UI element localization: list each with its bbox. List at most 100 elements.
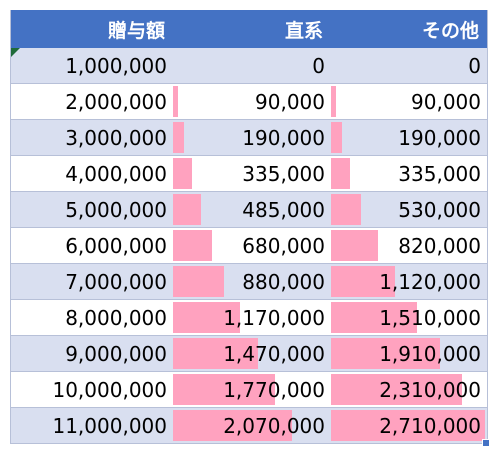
- cell-gift-amount[interactable]: 5,000,000: [11, 192, 173, 227]
- cell-gift-amount[interactable]: 11,000,000: [11, 408, 173, 443]
- cell-value: 1,000,000: [65, 53, 167, 78]
- cell-other[interactable]: 2,310,000: [331, 372, 487, 407]
- cell-gift-amount[interactable]: 9,000,000: [11, 336, 173, 371]
- table-row: 7,000,000 880,000 1,120,000: [11, 264, 487, 300]
- table-row: 4,000,000 335,000 335,000: [11, 156, 487, 192]
- cell-value: 190,000: [398, 125, 481, 150]
- cell-value: 2,000,000: [65, 89, 167, 114]
- table-row: 10,000,000 1,770,000 2,310,000: [11, 372, 487, 408]
- cell-other[interactable]: 2,710,000: [331, 408, 487, 443]
- cell-direct[interactable]: 1,170,000: [173, 300, 331, 335]
- cell-other[interactable]: 335,000: [331, 156, 487, 191]
- cell-value: 680,000: [242, 233, 325, 258]
- header-gift-amount[interactable]: 贈与額: [107, 19, 165, 42]
- cell-gift-amount[interactable]: 8,000,000: [11, 300, 173, 335]
- cell-gift-amount[interactable]: 6,000,000: [11, 228, 173, 263]
- cell-other[interactable]: 1,120,000: [331, 264, 487, 299]
- cell-direct[interactable]: 680,000: [173, 228, 331, 263]
- cell-direct[interactable]: 90,000: [173, 84, 331, 119]
- error-indicator-icon: [11, 48, 20, 57]
- data-bar: [331, 302, 417, 333]
- cell-value: 880,000: [242, 269, 325, 294]
- table-row: 11,000,000 2,070,000 2,710,000: [11, 408, 487, 444]
- cell-value: 2,070,000: [223, 413, 325, 438]
- cell-value: 1,770,000: [223, 377, 325, 402]
- cell-value: 530,000: [398, 197, 481, 222]
- cell-value: 90,000: [255, 89, 325, 114]
- cell-value: 5,000,000: [65, 197, 167, 222]
- fill-handle[interactable]: [482, 439, 490, 447]
- cell-gift-amount[interactable]: 2,000,000: [11, 84, 173, 119]
- cell-direct[interactable]: 0: [173, 48, 331, 83]
- cell-other[interactable]: 530,000: [331, 192, 487, 227]
- data-bar: [173, 122, 184, 153]
- data-bar: [173, 194, 201, 225]
- cell-other[interactable]: 1,910,000: [331, 336, 487, 371]
- data-bar: [173, 374, 275, 405]
- cell-value: 335,000: [242, 161, 325, 186]
- cell-value: 3,000,000: [65, 125, 167, 150]
- data-bar: [331, 266, 395, 297]
- cell-direct[interactable]: 2,070,000: [173, 408, 331, 443]
- cell-value: 1,510,000: [379, 305, 481, 330]
- data-bar: [331, 230, 378, 261]
- table-row: 1,000,000 0 0: [11, 48, 487, 84]
- cell-other[interactable]: 0: [331, 48, 487, 83]
- data-bar: [173, 86, 178, 117]
- cell-value: 9,000,000: [65, 341, 167, 366]
- cell-other[interactable]: 820,000: [331, 228, 487, 263]
- cell-other[interactable]: 190,000: [331, 120, 487, 155]
- header-other[interactable]: その他: [421, 19, 479, 42]
- cell-value: 8,000,000: [65, 305, 167, 330]
- cell-gift-amount[interactable]: 10,000,000: [11, 372, 173, 407]
- data-bar: [331, 158, 350, 189]
- cell-value: 485,000: [242, 197, 325, 222]
- cell-direct[interactable]: 190,000: [173, 120, 331, 155]
- cell-value: 820,000: [398, 233, 481, 258]
- table-row: 8,000,000 1,170,000 1,510,000: [11, 300, 487, 336]
- header-direct[interactable]: 直系: [284, 19, 323, 42]
- data-bar: [173, 266, 224, 297]
- data-bar: [331, 410, 485, 441]
- spreadsheet-table: 贈与額 直系 その他 1,000,000 0 0 2,000,000 90,000 90,…: [10, 10, 490, 447]
- cell-value: 11,000,000: [52, 413, 167, 438]
- cell-value: 4,000,000: [65, 161, 167, 186]
- cell-value: 7,000,000: [65, 269, 167, 294]
- cell-value: 90,000: [411, 89, 481, 114]
- cell-value: 1,470,000: [223, 341, 325, 366]
- cell-direct[interactable]: 1,770,000: [173, 372, 331, 407]
- table-row: 2,000,000 90,000 90,000: [11, 84, 487, 120]
- cell-value: 0: [468, 53, 481, 78]
- cell-gift-amount[interactable]: 1,000,000: [11, 48, 173, 83]
- cell-direct[interactable]: 880,000: [173, 264, 331, 299]
- data-bar: [173, 158, 192, 189]
- cell-gift-amount[interactable]: 4,000,000: [11, 156, 173, 191]
- cell-gift-amount[interactable]: 3,000,000: [11, 120, 173, 155]
- cell-direct[interactable]: 335,000: [173, 156, 331, 191]
- cell-value: 0: [312, 53, 325, 78]
- cell-other[interactable]: 90,000: [331, 84, 487, 119]
- cell-value: 1,170,000: [223, 305, 325, 330]
- cell-value: 2,310,000: [379, 377, 481, 402]
- table-row: 5,000,000 485,000 530,000: [11, 192, 487, 228]
- table-row: 9,000,000 1,470,000 1,910,000: [11, 336, 487, 372]
- cell-gift-amount[interactable]: 7,000,000: [11, 264, 173, 299]
- cell-other[interactable]: 1,510,000: [331, 300, 487, 335]
- cell-value: 1,120,000: [379, 269, 481, 294]
- data-bar: [173, 410, 292, 441]
- data-bar: [331, 86, 336, 117]
- data-bar: [331, 194, 361, 225]
- cell-value: 2,710,000: [379, 413, 481, 438]
- data-bar: [331, 338, 440, 369]
- table-row: 6,000,000 680,000 820,000: [11, 228, 487, 264]
- cell-direct[interactable]: 485,000: [173, 192, 331, 227]
- cell-value: 1,910,000: [379, 341, 481, 366]
- data-bar: [331, 122, 342, 153]
- data-bar: [173, 338, 258, 369]
- data-bar: [173, 302, 240, 333]
- table-row: 3,000,000 190,000 190,000: [11, 120, 487, 156]
- data-bar: [173, 230, 212, 261]
- header-row: 贈与額 直系 その他: [11, 10, 487, 48]
- cell-direct[interactable]: 1,470,000: [173, 336, 331, 371]
- cell-value: 6,000,000: [65, 233, 167, 258]
